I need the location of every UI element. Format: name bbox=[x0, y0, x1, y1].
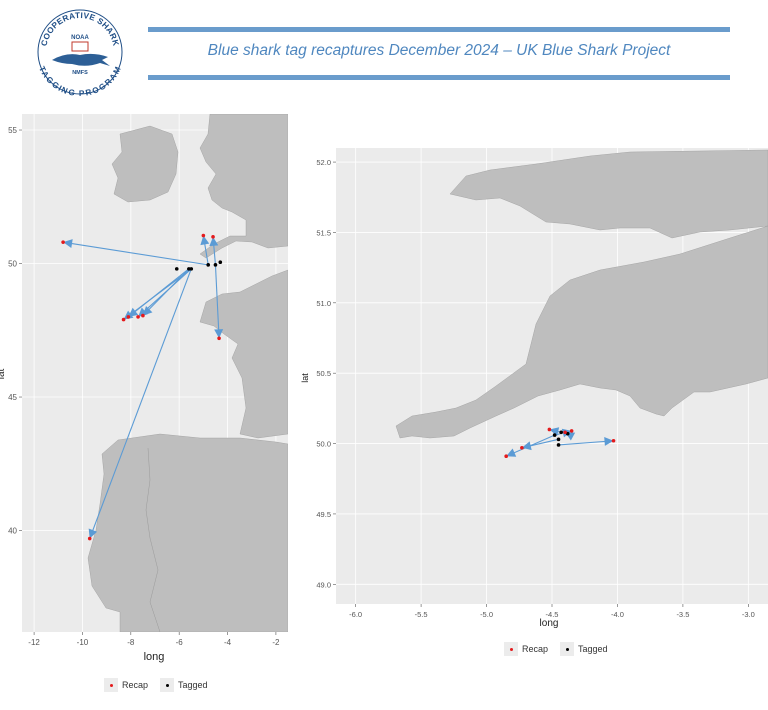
track-arrowhead bbox=[549, 427, 560, 436]
x-tick-label: -4 bbox=[224, 638, 232, 647]
legend-label-tagged: Tagged bbox=[178, 680, 208, 690]
logo-nmfs: NMFS bbox=[72, 70, 88, 76]
x-tick-label: -3.5 bbox=[676, 610, 689, 619]
tagged-point bbox=[556, 437, 561, 442]
tagged-point bbox=[552, 433, 557, 437]
y-tick-label: 49.5 bbox=[316, 510, 331, 519]
x-tick-label: -12 bbox=[28, 638, 40, 647]
x-tick-label: -6.0 bbox=[349, 610, 362, 619]
tagged-point bbox=[559, 430, 563, 435]
x-tick-label: -3.0 bbox=[742, 610, 755, 619]
recap-point bbox=[563, 430, 567, 435]
legend-key-tagged bbox=[160, 678, 175, 692]
left-x-axis-label: long bbox=[144, 651, 165, 663]
y-tick-label: 40 bbox=[8, 527, 17, 536]
recap-point bbox=[504, 454, 508, 459]
track-line bbox=[89, 268, 192, 539]
recap-point bbox=[136, 315, 140, 319]
tagged-point bbox=[206, 263, 210, 267]
x-tick-label: -4.0 bbox=[611, 610, 624, 619]
x-tick-label: -5.5 bbox=[415, 610, 428, 619]
y-tick-label: 55 bbox=[8, 126, 17, 135]
recap-point bbox=[569, 429, 574, 433]
legend-key-recap bbox=[104, 678, 118, 692]
header-rule-bottom bbox=[148, 75, 730, 80]
track-line bbox=[558, 440, 614, 446]
shark-icon bbox=[52, 53, 110, 66]
tagged-point bbox=[174, 267, 179, 271]
track-line bbox=[63, 241, 209, 266]
tagged-point bbox=[213, 263, 218, 267]
recap-point bbox=[201, 233, 206, 238]
legend-key-recap bbox=[504, 642, 518, 656]
tagged-point bbox=[556, 443, 561, 447]
track-line bbox=[128, 268, 190, 318]
x-tick-label: -4.5 bbox=[546, 610, 559, 619]
recap-point bbox=[211, 235, 215, 239]
y-tick-label: 50.0 bbox=[316, 440, 331, 449]
y-tick-label: 50.5 bbox=[316, 369, 331, 378]
land-ireland bbox=[111, 125, 179, 203]
legend-label-recap: Recap bbox=[522, 644, 549, 654]
recap-point bbox=[611, 438, 616, 443]
recap-point bbox=[61, 240, 65, 244]
y-tick-label: 45 bbox=[8, 393, 17, 402]
land-borders bbox=[145, 447, 161, 632]
tagged-point bbox=[189, 267, 194, 271]
y-tick-label: 52.0 bbox=[316, 158, 331, 167]
track-arrowhead bbox=[209, 236, 219, 247]
y-tick-label: 50 bbox=[8, 260, 17, 269]
x-tick-label: -2 bbox=[272, 638, 280, 647]
cooperative-shark-tagging-logo: COOPERATIVE SHARK TAGGING PROGRAM NOAA N… bbox=[36, 8, 124, 98]
right-map-chart: -6.0 -5.5 -5.0 -4.5 -4.0 -3.5 -3.0 49.0 49.5 50.0… bbox=[300, 148, 768, 629]
logo-noaa: NOAA bbox=[71, 35, 89, 41]
x-tick-label: -10 bbox=[77, 638, 89, 647]
x-tick-label: -8 bbox=[127, 638, 135, 647]
track-arrowhead bbox=[506, 448, 517, 457]
land-wales bbox=[449, 149, 768, 239]
right-y-axis-label: lat bbox=[300, 373, 310, 383]
legend-label-tagged: Tagged bbox=[578, 644, 608, 654]
tagged-point bbox=[218, 260, 223, 264]
recap-point bbox=[126, 315, 131, 319]
recap-point bbox=[87, 536, 92, 541]
recap-point bbox=[141, 313, 145, 318]
track-line bbox=[214, 264, 220, 339]
right-legend: Recap Tagged bbox=[504, 642, 620, 656]
track-arrowhead bbox=[63, 239, 73, 249]
track-arrowhead bbox=[521, 441, 532, 451]
y-tick-label: 51.0 bbox=[316, 299, 331, 308]
left-legend: Recap Tagged bbox=[104, 678, 220, 692]
track-arrowhead bbox=[142, 306, 153, 316]
x-tick-label: -5.0 bbox=[480, 610, 493, 619]
land-southwest-england bbox=[395, 225, 768, 439]
recap-point bbox=[121, 317, 126, 322]
x-tick-label: -6 bbox=[176, 638, 184, 647]
track-arrowhead bbox=[200, 235, 210, 246]
recap-point bbox=[547, 427, 552, 432]
track-arrowhead bbox=[214, 329, 224, 339]
right-x-axis-label: long bbox=[540, 618, 559, 629]
recap-point bbox=[217, 336, 221, 341]
header-rule-top bbox=[148, 27, 730, 32]
recap-point bbox=[520, 445, 524, 450]
left-map-chart: -12 -10 -8 -6 -4 -2 40 45 50 55 long lat bbox=[0, 114, 288, 663]
track-arrowhead bbox=[88, 528, 98, 539]
land-iberia bbox=[87, 433, 288, 632]
track-arrowhead bbox=[604, 436, 614, 446]
track-arrowhead bbox=[123, 310, 134, 320]
page-title: Blue shark tag recaptures December 2024 … bbox=[207, 42, 671, 59]
track-line bbox=[142, 268, 190, 316]
y-tick-label: 49.0 bbox=[316, 580, 331, 589]
left-y-axis-label: lat bbox=[0, 368, 7, 379]
legend-label-recap: Recap bbox=[122, 680, 149, 690]
y-tick-label: 51.5 bbox=[316, 228, 331, 237]
land-great-britain bbox=[199, 114, 288, 259]
legend-key-tagged bbox=[560, 642, 575, 656]
track-arrowhead bbox=[128, 307, 139, 317]
